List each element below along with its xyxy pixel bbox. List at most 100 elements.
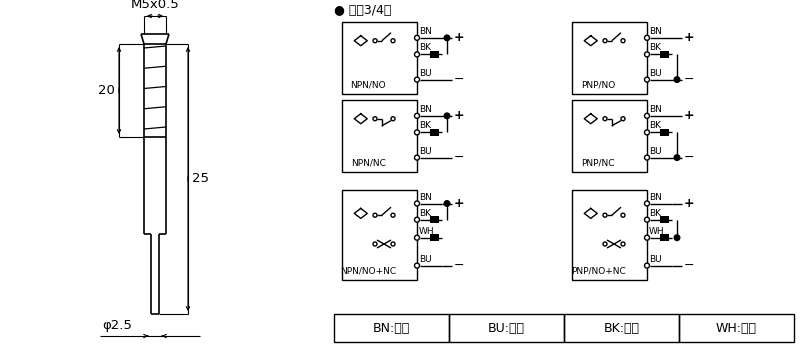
Bar	[430, 129, 439, 136]
Text: +: +	[684, 109, 694, 122]
Bar	[572, 100, 647, 172]
Text: −: −	[454, 259, 465, 272]
Bar	[342, 190, 417, 280]
Bar	[660, 234, 669, 241]
Circle shape	[645, 217, 650, 222]
Bar	[430, 216, 439, 223]
Text: BK: BK	[419, 121, 431, 130]
Text: BN: BN	[649, 193, 662, 201]
Circle shape	[645, 130, 650, 135]
Text: +: +	[454, 109, 465, 122]
Text: +: +	[684, 31, 694, 44]
Text: BU: BU	[649, 69, 662, 77]
Text: −: −	[684, 259, 694, 272]
Circle shape	[645, 35, 650, 40]
Text: BK: BK	[649, 43, 661, 52]
Text: 25: 25	[192, 172, 209, 186]
Text: BU: BU	[419, 69, 432, 77]
Text: BU:兰色: BU:兰色	[488, 321, 525, 334]
Circle shape	[414, 155, 419, 160]
Text: ● 直涁3/4线: ● 直涁3/4线	[334, 4, 391, 17]
Circle shape	[391, 117, 395, 121]
Circle shape	[621, 117, 625, 121]
Bar	[334, 314, 449, 342]
Circle shape	[645, 235, 650, 240]
Circle shape	[373, 117, 377, 121]
Circle shape	[444, 201, 450, 206]
Text: +: +	[684, 197, 694, 210]
Bar	[564, 314, 679, 342]
Bar	[660, 129, 669, 136]
Text: BK: BK	[419, 209, 431, 218]
Circle shape	[674, 155, 680, 161]
Circle shape	[645, 155, 650, 160]
Text: WH:白色: WH:白色	[716, 321, 757, 334]
Circle shape	[414, 113, 419, 118]
Text: BU: BU	[649, 146, 662, 156]
Bar	[430, 51, 439, 58]
Bar	[660, 51, 669, 58]
Circle shape	[414, 235, 419, 240]
Circle shape	[603, 39, 607, 43]
Circle shape	[674, 235, 680, 240]
Circle shape	[414, 130, 419, 135]
Text: BN: BN	[419, 27, 432, 36]
Circle shape	[391, 213, 395, 217]
Text: BN: BN	[649, 105, 662, 114]
Text: BN:棕色: BN:棕色	[373, 321, 410, 334]
Text: BK:黑色: BK:黑色	[603, 321, 639, 334]
Text: BK: BK	[419, 43, 431, 52]
Text: −: −	[684, 151, 694, 164]
Text: PNP/NC: PNP/NC	[582, 158, 615, 167]
Text: φ2.5: φ2.5	[102, 319, 132, 332]
Text: PNP/NO+NC: PNP/NO+NC	[571, 266, 626, 275]
Circle shape	[621, 242, 625, 246]
Text: BK: BK	[649, 209, 661, 218]
Text: WH: WH	[419, 227, 434, 236]
Bar	[342, 22, 417, 94]
Circle shape	[444, 35, 450, 40]
Circle shape	[414, 201, 419, 206]
Circle shape	[621, 213, 625, 217]
Text: BU: BU	[419, 146, 432, 156]
Bar	[660, 216, 669, 223]
Circle shape	[414, 217, 419, 222]
Circle shape	[645, 113, 650, 118]
Text: PNP/NO: PNP/NO	[581, 80, 615, 89]
Circle shape	[674, 77, 680, 82]
Text: M5x0.5: M5x0.5	[130, 0, 179, 11]
Bar	[572, 190, 647, 280]
Bar	[342, 100, 417, 172]
Text: NPN/NC: NPN/NC	[351, 158, 386, 167]
Text: +: +	[454, 31, 465, 44]
Circle shape	[444, 113, 450, 119]
Text: BU: BU	[649, 254, 662, 264]
Circle shape	[373, 213, 377, 217]
Circle shape	[621, 39, 625, 43]
Text: BU: BU	[419, 254, 432, 264]
Text: +: +	[454, 197, 465, 210]
Circle shape	[603, 242, 607, 246]
Text: −: −	[684, 73, 694, 86]
Circle shape	[645, 201, 650, 206]
Text: −: −	[454, 73, 465, 86]
Text: NPN/NO: NPN/NO	[350, 80, 386, 89]
Circle shape	[414, 77, 419, 82]
Circle shape	[391, 39, 395, 43]
Circle shape	[645, 263, 650, 268]
Circle shape	[414, 35, 419, 40]
Bar	[449, 314, 564, 342]
Bar	[572, 22, 647, 94]
Circle shape	[414, 263, 419, 268]
Circle shape	[603, 117, 607, 121]
Circle shape	[373, 242, 377, 246]
Circle shape	[391, 242, 395, 246]
Text: BK: BK	[649, 121, 661, 130]
Text: −: −	[454, 151, 465, 164]
Text: NPN/NO+NC: NPN/NO+NC	[340, 266, 396, 275]
Text: BN: BN	[419, 105, 432, 114]
Circle shape	[645, 52, 650, 57]
Text: BN: BN	[649, 27, 662, 36]
Circle shape	[603, 213, 607, 217]
Circle shape	[373, 39, 377, 43]
